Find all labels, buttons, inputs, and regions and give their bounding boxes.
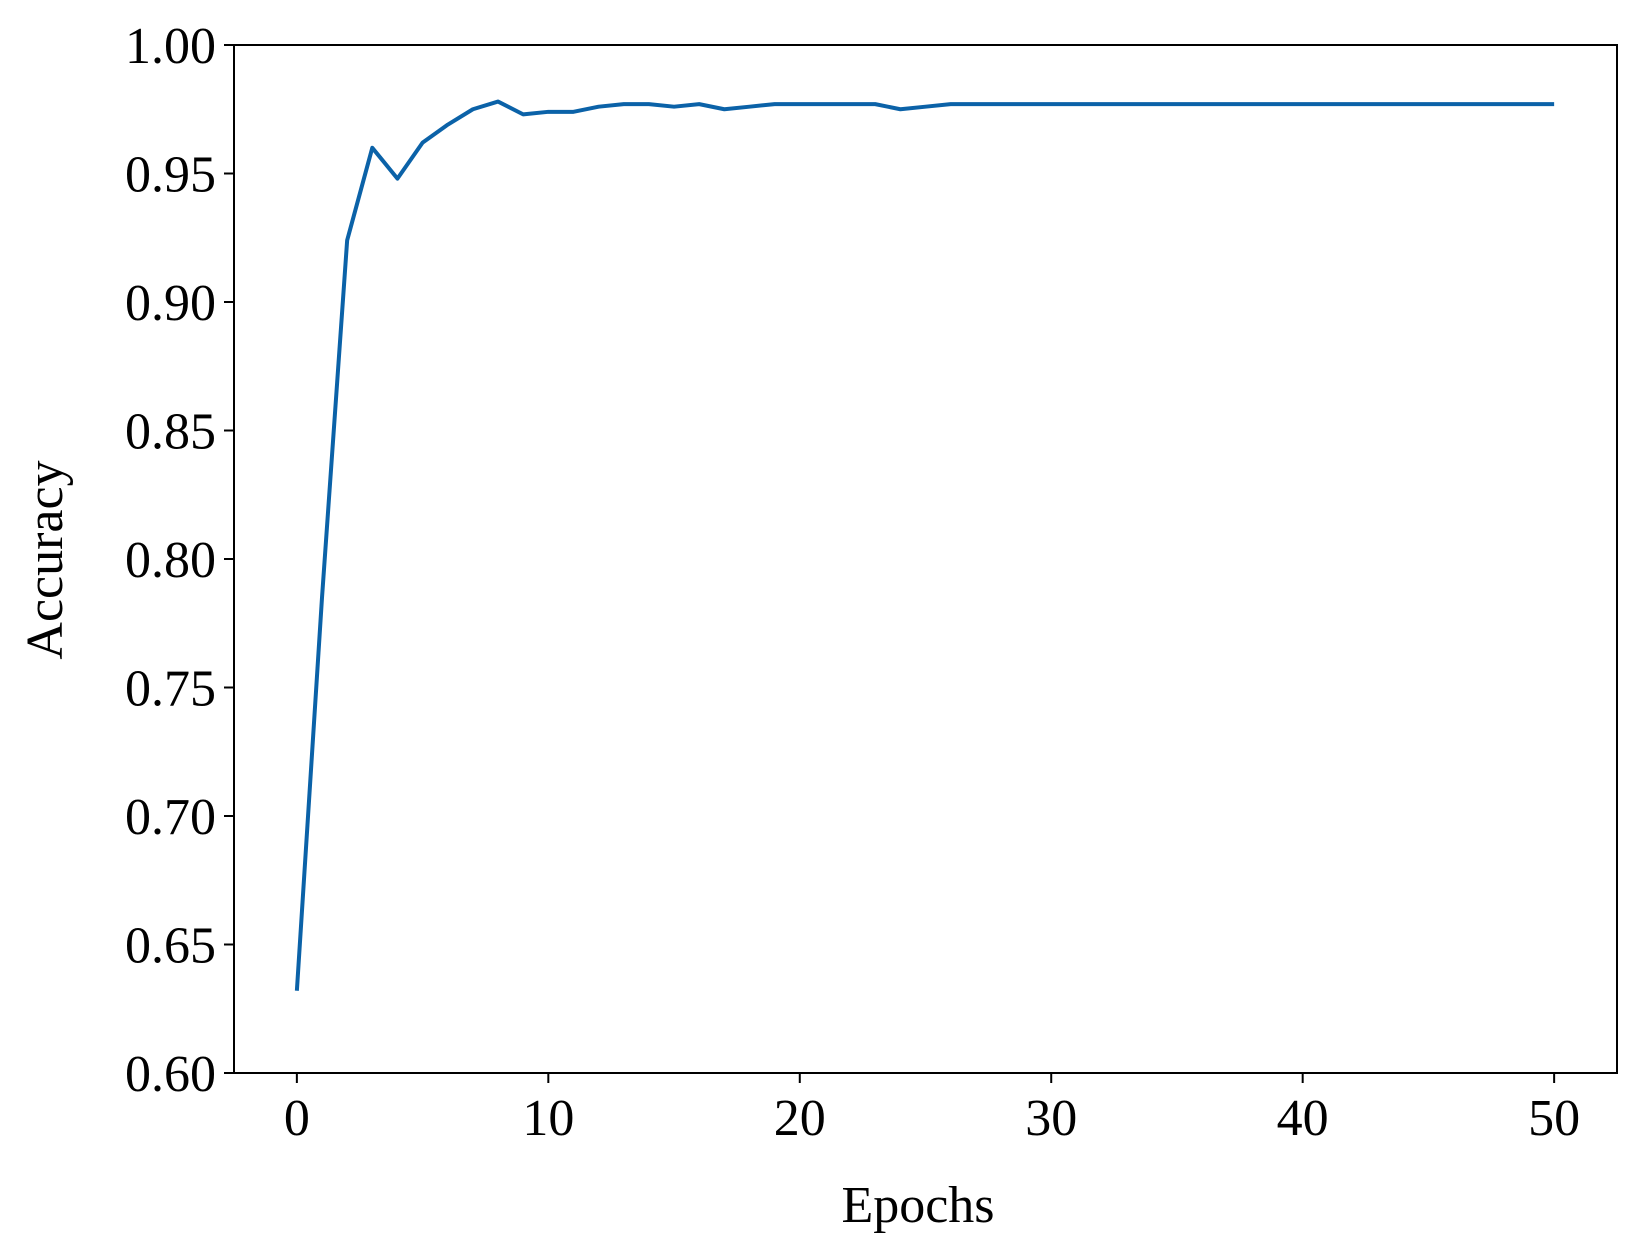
y-axis-label: Accuracy [17,460,74,659]
y-tick-label: 0.70 [125,789,216,846]
x-tick-label: 0 [284,1090,310,1147]
x-tick-label: 10 [522,1090,574,1147]
x-axis-label: Epochs [841,1177,994,1234]
x-tick-label: 20 [774,1090,826,1147]
y-tick-label: 0.90 [125,275,216,332]
y-tick-label: 1.00 [125,18,216,75]
x-tick-label: 30 [1025,1090,1077,1147]
x-tick-label: 50 [1528,1090,1580,1147]
y-tick-label: 0.80 [125,532,216,589]
y-tick-label: 0.85 [125,404,216,461]
y-tick-label: 0.65 [125,918,216,975]
y-tick-label: 0.75 [125,661,216,718]
data-line [294,99,1555,991]
plot-frame [233,44,1618,1074]
y-tick-label: 0.95 [125,147,216,204]
x-tick-label: 40 [1277,1090,1329,1147]
y-tick-label: 0.60 [125,1046,216,1103]
